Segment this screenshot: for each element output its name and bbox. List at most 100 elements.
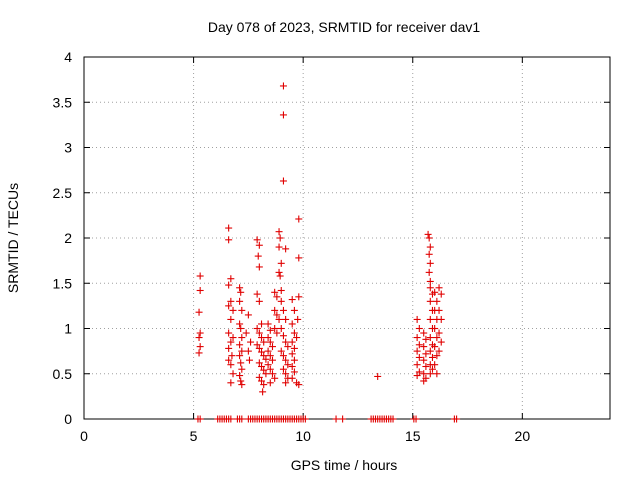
- y-tick-label: 3.5: [53, 94, 73, 110]
- data-point-SRMTID: [431, 343, 439, 351]
- y-axis-label: SRMTID / TECUs: [5, 183, 21, 293]
- data-point-SRMTID: [277, 297, 285, 305]
- data-point-SRMTID: [237, 359, 245, 367]
- data-point-SRMTID: [271, 306, 279, 314]
- data-point-SRMTID: [288, 338, 296, 346]
- y-tick-label: 0.5: [53, 366, 73, 382]
- data-point-SRMTID: [275, 243, 283, 251]
- data-point-SRMTID: [195, 308, 203, 316]
- data-point-SRMTID: [426, 334, 434, 342]
- data-point-SRMTID: [236, 284, 244, 292]
- data-point-SRMTID: [426, 347, 434, 355]
- data-point-SRMTID: [282, 338, 290, 346]
- data-point-SRMTID: [425, 268, 433, 276]
- x-tick-labels: 0 5 10 15 20: [80, 428, 530, 444]
- data-point-SRMTID: [253, 236, 261, 244]
- data-point-SRMTID: [244, 347, 252, 355]
- data-point-SRMTID: [266, 326, 274, 334]
- data-point-SRMTID: [229, 370, 237, 378]
- data-point-SRMTID: [282, 370, 290, 378]
- data-point-SRMTID: [195, 334, 203, 342]
- x-tick-label: 5: [190, 428, 198, 444]
- data-point-SRMTID: [255, 359, 263, 367]
- data-point-SRMTID: [245, 356, 253, 364]
- data-point-SRMTID: [254, 252, 262, 260]
- data-point-SRMTID: [259, 388, 267, 396]
- axis-ticks: [83, 56, 610, 420]
- data-point-SRMTID: [266, 338, 274, 346]
- data-point-SRMTID: [435, 306, 443, 314]
- data-point-SRMTID: [266, 365, 274, 373]
- data-point-SRMTID: [236, 320, 244, 328]
- data-point-SRMTID: [277, 325, 285, 332]
- data-point-SRMTID: [238, 347, 246, 355]
- data-point-SRMTID: [273, 329, 281, 337]
- data-point-baseline: [196, 415, 204, 423]
- data-point-SRMTID: [277, 347, 285, 355]
- data-point-SRMTID: [428, 365, 436, 373]
- data-point-SRMTID: [236, 352, 244, 360]
- data-point-SRMTID: [435, 284, 443, 292]
- grid-lines: [84, 57, 610, 419]
- data-point-SRMTID: [431, 288, 439, 296]
- y-tick-label: 1.5: [53, 275, 73, 291]
- data-point-SRMTID: [253, 325, 261, 332]
- data-point-SRMTID: [260, 381, 268, 389]
- data-point-SRMTID: [228, 352, 236, 360]
- data-point-SRMTID: [273, 293, 281, 301]
- data-point-SRMTID: [255, 329, 263, 337]
- data-point-SRMTID: [426, 297, 434, 305]
- data-point-SRMTID: [294, 315, 302, 323]
- data-point-SRMTID: [415, 325, 423, 332]
- data-point-SRMTID: [195, 349, 203, 357]
- data-point-SRMTID: [426, 284, 434, 292]
- data-point-SRMTID: [275, 268, 283, 276]
- data-point-SRMTID: [276, 272, 284, 280]
- data-point-SRMTID: [282, 379, 290, 387]
- data-point-SRMTID: [244, 311, 252, 319]
- data-point-SRMTID: [288, 363, 296, 371]
- data-point-SRMTID: [253, 341, 261, 349]
- data-point-baseline: [332, 415, 340, 423]
- data-point-SRMTID: [268, 343, 276, 351]
- data-point-SRMTID: [238, 365, 246, 373]
- data-point-SRMTID: [282, 356, 290, 364]
- data-point-SRMTID: [227, 275, 235, 283]
- data-point-SRMTID: [225, 344, 233, 352]
- data-point-SRMTID: [264, 334, 272, 342]
- data-point-SRMTID: [279, 365, 287, 373]
- data-point-SRMTID: [288, 296, 296, 304]
- data-point-SRMTID: [290, 368, 298, 376]
- data-point-SRMTID: [435, 329, 443, 337]
- data-point-SRMTID: [258, 334, 266, 342]
- data-point-SRMTID: [268, 356, 276, 364]
- data-point-SRMTID: [290, 306, 298, 314]
- data-point-SRMTID: [437, 290, 445, 298]
- data-point-SRMTID: [247, 338, 255, 346]
- data-points: [194, 82, 461, 423]
- y-tick-labels: 0 0.5 1 1.5 2 2.5 3 3.5 4: [53, 49, 73, 427]
- data-point-SRMTID: [288, 374, 296, 382]
- data-point-SRMTID: [433, 370, 441, 378]
- y-tick-label: 3: [64, 140, 72, 156]
- data-point-SRMTID: [413, 372, 421, 380]
- data-point-SRMTID: [271, 325, 279, 332]
- data-point-SRMTID: [237, 377, 245, 385]
- data-point-SRMTID: [279, 352, 287, 360]
- data-point-SRMTID: [242, 329, 250, 337]
- data-point-SRMTID: [258, 377, 266, 385]
- data-point-SRMTID: [431, 325, 439, 332]
- data-point-SRMTID: [420, 377, 428, 385]
- data-point-SRMTID: [426, 243, 434, 251]
- data-point-SRMTID: [415, 341, 423, 349]
- data-point-SRMTID: [264, 361, 272, 369]
- data-point-SRMTID: [236, 372, 244, 380]
- data-point-baseline: [339, 415, 347, 423]
- data-point-SRMTID: [420, 370, 428, 378]
- data-point-SRMTID: [433, 352, 441, 360]
- data-point-SRMTID: [277, 286, 285, 294]
- data-point-SRMTID: [229, 306, 237, 314]
- data-point-SRMTID: [276, 234, 284, 242]
- data-point-SRMTID: [236, 341, 244, 349]
